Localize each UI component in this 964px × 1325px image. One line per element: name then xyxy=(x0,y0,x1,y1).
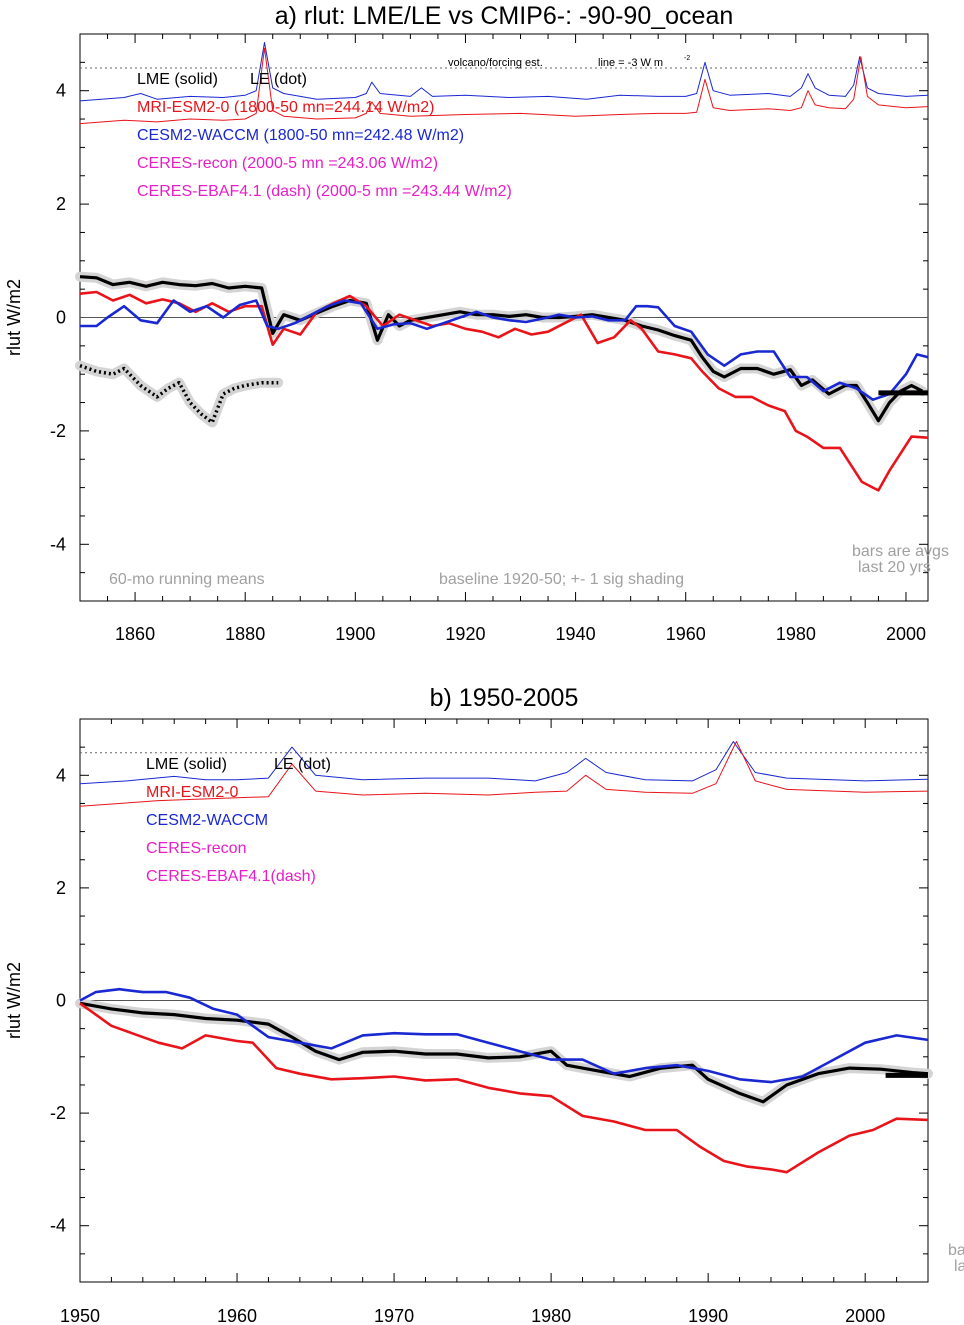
annotation-bars: last 20 yrs xyxy=(858,559,931,576)
y-tick-label: -2 xyxy=(50,1103,66,1123)
annotation-volcano: volcano/forcing est. xyxy=(448,57,543,69)
legend-entry: CERES-recon (2000-5 mn =243.06 W/m2) xyxy=(137,155,438,172)
series-line-mri-esm2-0 xyxy=(79,290,929,492)
x-tick-label: 2000 xyxy=(845,1306,885,1325)
legend-entry: CESM2-WACCM xyxy=(146,812,268,829)
legend-entry: CESM2-WACCM (1800-50 mn=242.48 W/m2) xyxy=(137,127,464,144)
legend-entry: LME (solid) xyxy=(146,756,227,773)
y-tick-label: 4 xyxy=(56,765,66,785)
x-tick-label: 1960 xyxy=(666,624,706,644)
y-tick-label: 0 xyxy=(56,991,66,1011)
series-line-mri-esm2-0 xyxy=(79,1002,929,1174)
x-tick-label: 1990 xyxy=(688,1306,728,1325)
legend-entry: CERES-EBAF4.1 (dash) (2000-5 mn =243.44 … xyxy=(137,183,512,200)
annotation-baseline: baseline 1920-50; +- 1 sig shading xyxy=(439,571,684,588)
y-tick-label: 2 xyxy=(56,878,66,898)
legend-entry: MRI-ESM2-0 (1800-50 mn=244.14 W/m2) xyxy=(137,99,434,116)
annotation-running-mean: 60-mo running means xyxy=(109,571,265,588)
series-line-cesm2-waccm xyxy=(79,987,929,1084)
legend-entry: CERES-recon xyxy=(146,840,246,857)
annotation-volcano-unit: -2 xyxy=(684,55,690,62)
x-tick-label: 1920 xyxy=(445,624,485,644)
y-tick-label: -4 xyxy=(50,1216,66,1236)
chart-title: a) rlut: LME/LE vs CMIP6-: -90-90_ocean xyxy=(275,2,734,30)
series-line-cesm2-waccm xyxy=(80,299,929,402)
x-tick-label: 1970 xyxy=(374,1306,414,1325)
legend-entry: CERES-EBAF4.1(dash) xyxy=(146,868,316,885)
x-tick-label: 1960 xyxy=(217,1306,257,1325)
chart-title: b) 1950-2005 xyxy=(430,684,579,712)
chart-panel-a: a) rlut: LME/LE vs CMIP6-: -90-90_ocean 4… xyxy=(4,2,949,644)
series-line-lme-solid-shading xyxy=(75,271,928,426)
x-tick-label: 1860 xyxy=(115,624,155,644)
y-axis-label: rlut W/m2 xyxy=(4,279,24,356)
series-line-cesm2-waccm-forcing xyxy=(79,741,929,785)
series-line-lme-solid xyxy=(79,1001,929,1104)
annotation-bars: la xyxy=(954,1258,964,1275)
legend-entry: LE (dot) xyxy=(274,756,331,773)
series-line-le-dot xyxy=(79,364,279,425)
legend-entry: MRI-ESM2-0 xyxy=(146,784,239,801)
series-line-mri-esm2-0-forcing xyxy=(79,741,929,807)
y-tick-label: 2 xyxy=(56,194,66,214)
series-line-cesm2-waccm-forcing xyxy=(79,42,929,102)
y-tick-label: -4 xyxy=(50,534,66,554)
x-tick-label: 1980 xyxy=(531,1306,571,1325)
x-tick-label: 1900 xyxy=(335,624,375,644)
x-tick-label: 1950 xyxy=(60,1306,100,1325)
annotation-bars: bars are avgs xyxy=(852,543,949,560)
y-tick-label: -2 xyxy=(50,421,66,441)
y-tick-label: 0 xyxy=(56,308,66,328)
x-tick-label: 1880 xyxy=(225,624,265,644)
y-axis-label: rlut W/m2 xyxy=(4,962,24,1039)
x-tick-label: 1940 xyxy=(556,624,596,644)
annotation-bars: ba xyxy=(948,1242,964,1259)
x-tick-label: 2000 xyxy=(886,624,926,644)
legend-entry: LE (dot) xyxy=(250,71,307,88)
chart-panel-b: b) 1950-2005 4 2 0 -2 -4 1950 1960 1970 1980 1990 2… xyxy=(4,684,964,1325)
y-tick-label: 4 xyxy=(56,81,66,101)
series-line-mri-esm2-0-forcing xyxy=(79,47,929,125)
annotation-volcano-line: line = -3 W m xyxy=(598,57,663,69)
series-line-lme-solid xyxy=(79,275,924,423)
x-tick-label: 1980 xyxy=(776,624,816,644)
legend-entry: LME (solid) xyxy=(137,71,218,88)
